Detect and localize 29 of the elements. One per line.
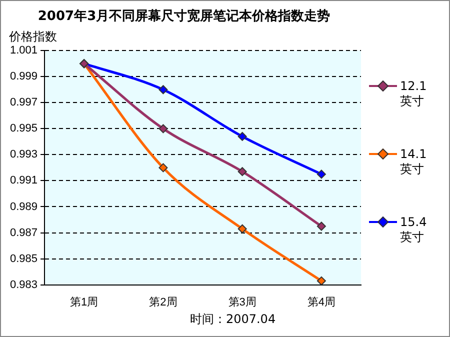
point [316, 276, 326, 285]
text: 时间：2007.04 [190, 312, 276, 326]
x-tick-label: 第3周 [228, 296, 256, 308]
point [158, 124, 168, 134]
y-tick-label: 0.987 [10, 226, 38, 239]
chart-title: 2007年3月不同屏幕尺寸宽屏笔记本价格指数走势 [38, 8, 330, 24]
point [316, 170, 326, 179]
point [238, 167, 247, 176]
point [238, 132, 247, 141]
point [158, 85, 168, 94]
point [238, 224, 247, 234]
point [158, 163, 168, 172]
y-tick-label: 0.991 [10, 174, 38, 187]
point [316, 222, 326, 231]
y-tick-label: 0.985 [10, 252, 38, 265]
x-tick-label: 第2周 [149, 296, 178, 308]
y-tick-label: 0.995 [10, 122, 38, 135]
y-tick-label: 0.993 [10, 148, 38, 161]
y-axis-title: 价格指数 [8, 30, 57, 44]
legend-label: 14.1 英寸 [400, 147, 428, 177]
legend-label: 12.1 英寸 [400, 79, 428, 109]
legend-label: 15.4 英寸 [400, 215, 428, 245]
x-tick-label: 第4周 [307, 296, 336, 308]
y-tick-label: 0.999 [10, 70, 38, 83]
y-tick-label: 0.997 [10, 96, 38, 109]
y-tick-label: 0.983 [10, 278, 38, 291]
x-tick-label: 第1周 [70, 296, 98, 308]
y-tick-label: 1.001 [10, 44, 38, 57]
y-tick-label: 0.989 [10, 200, 38, 213]
